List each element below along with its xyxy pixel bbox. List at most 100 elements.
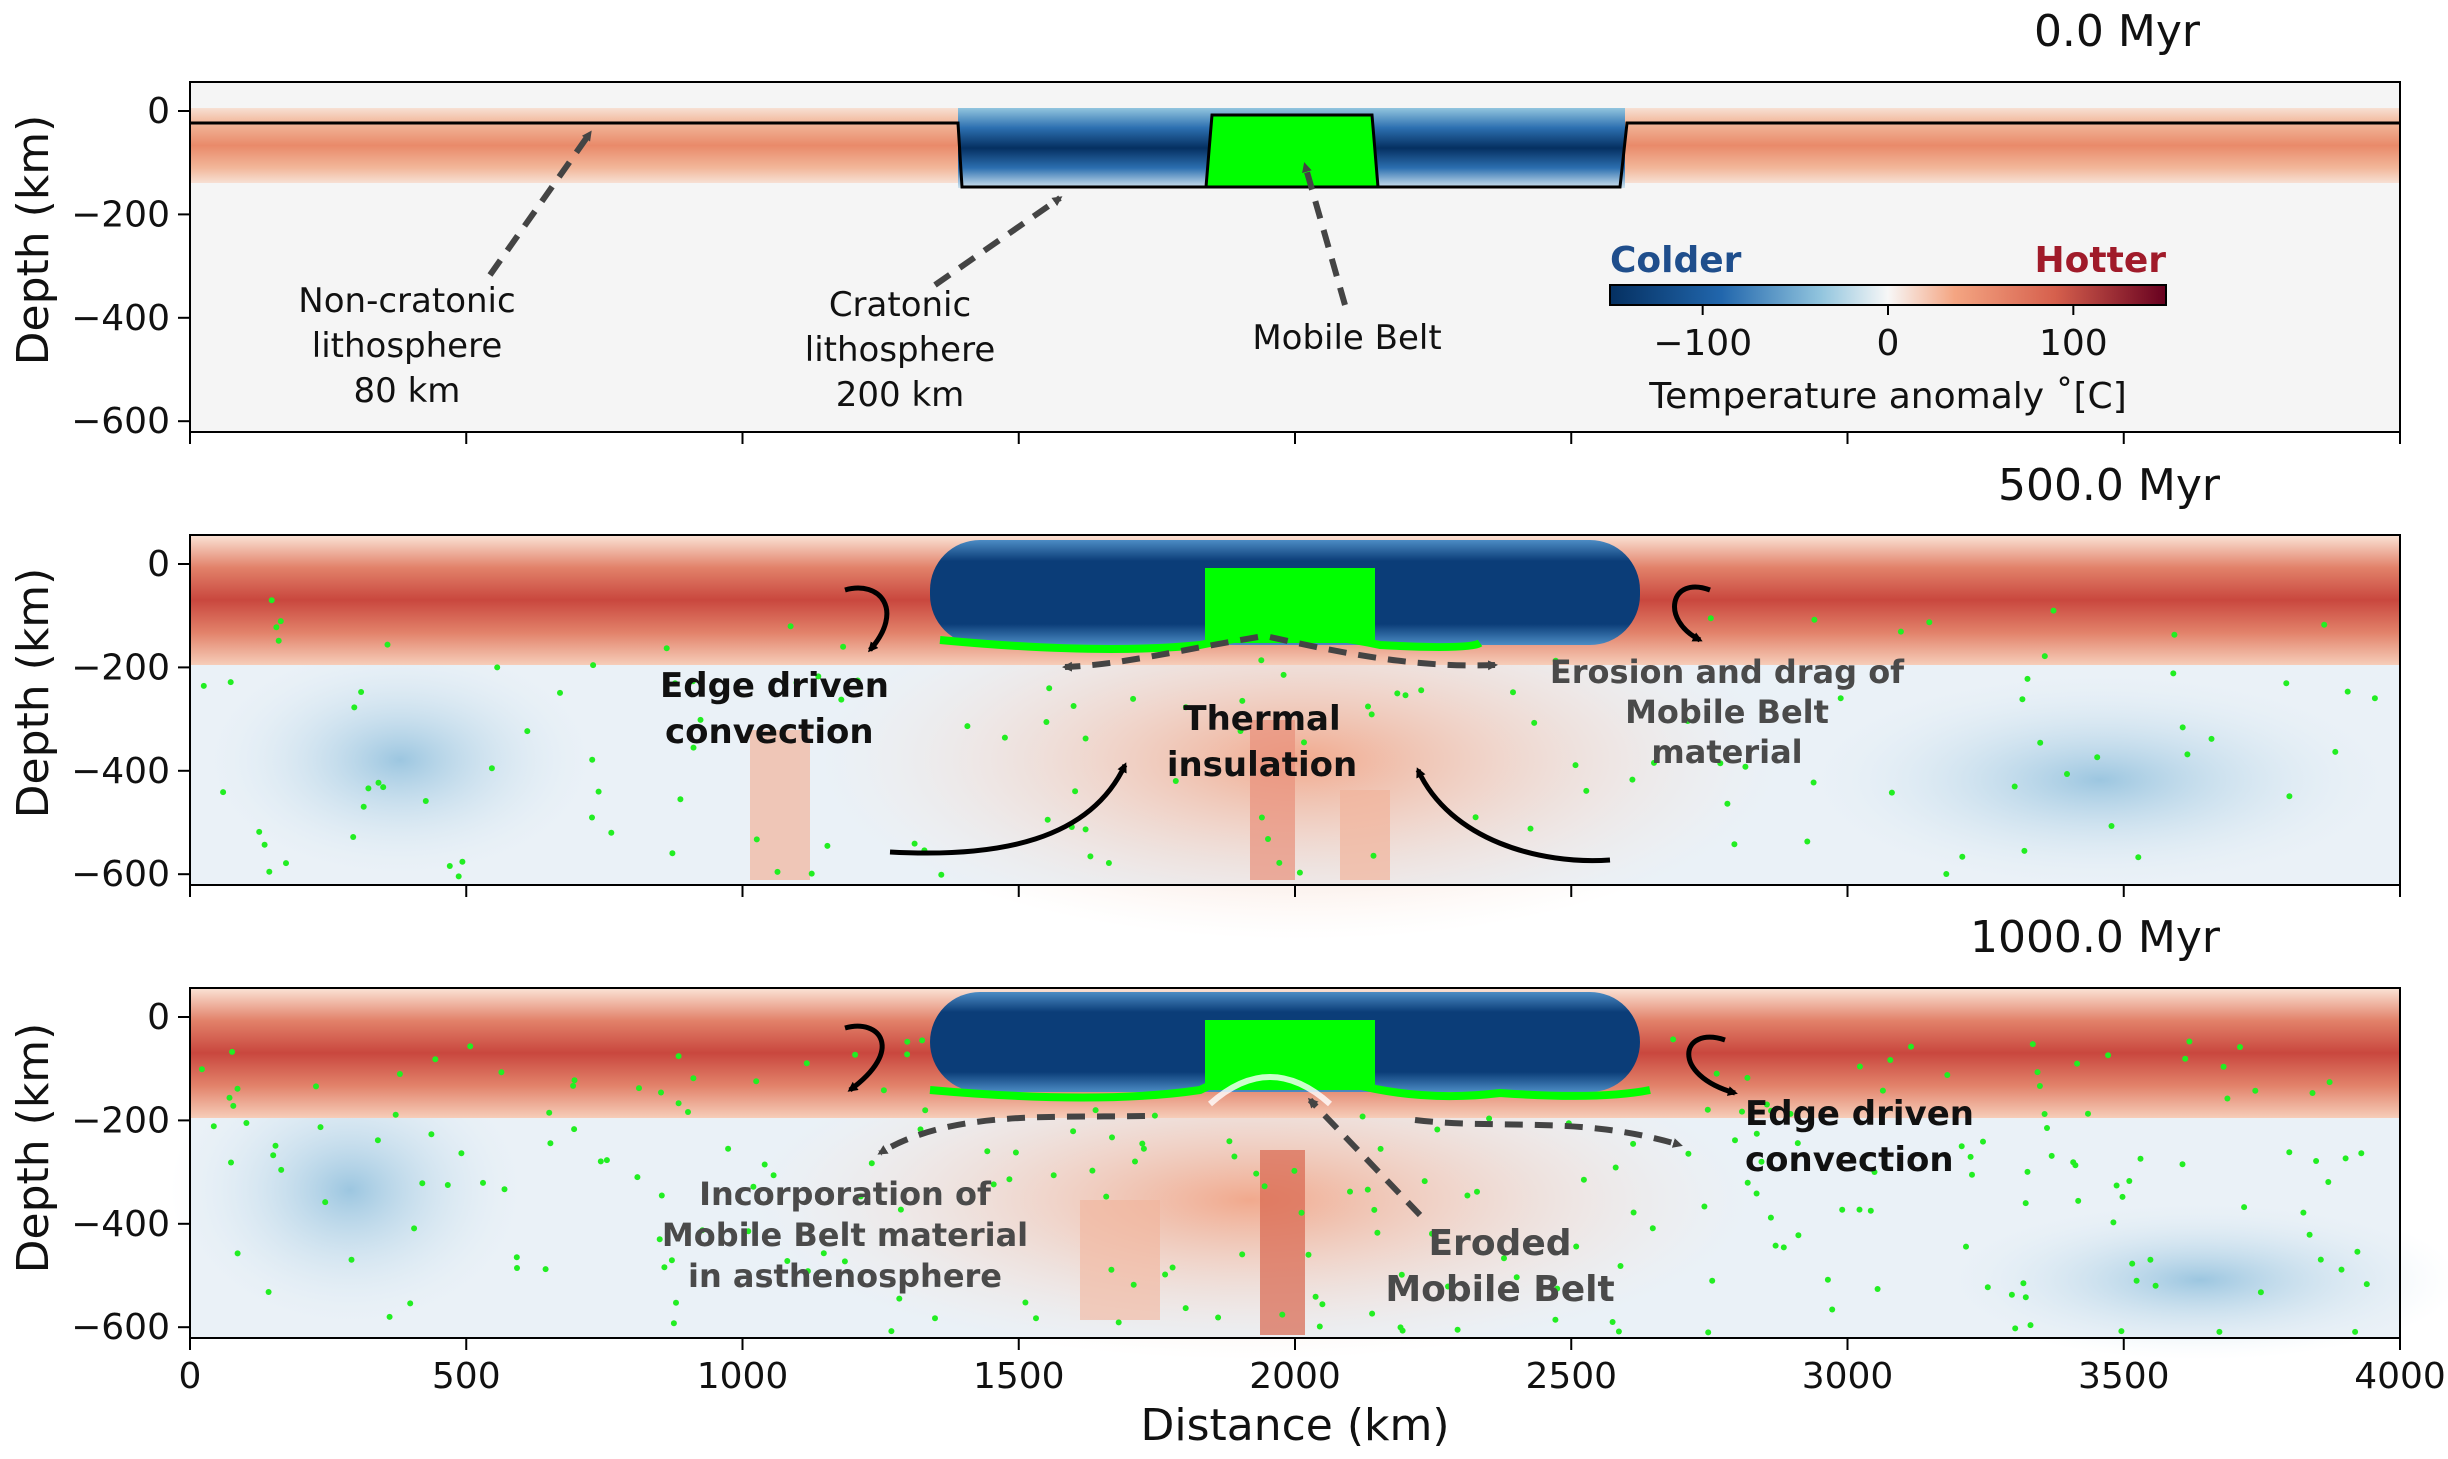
particle bbox=[2027, 1322, 2034, 1329]
particle bbox=[1265, 836, 1271, 842]
cool-region bbox=[1940, 1200, 2448, 1360]
particle bbox=[1926, 619, 1933, 626]
particle bbox=[351, 704, 358, 711]
particle bbox=[1552, 657, 1559, 664]
particle bbox=[753, 836, 760, 843]
particle bbox=[2184, 751, 2191, 758]
convection-arrow-right bbox=[1686, 1034, 1738, 1096]
particle bbox=[2064, 771, 2070, 777]
particle bbox=[984, 1148, 991, 1155]
particle bbox=[2135, 854, 2142, 861]
particle bbox=[2338, 1266, 2345, 1273]
particle bbox=[815, 673, 822, 680]
particle bbox=[1445, 1283, 1451, 1290]
particle bbox=[1580, 1176, 1587, 1183]
x-tick-label: 1000 bbox=[697, 1356, 789, 1397]
particle bbox=[2037, 739, 2044, 746]
particle bbox=[1839, 1206, 1846, 1213]
particle bbox=[1371, 1206, 1378, 1213]
particle bbox=[277, 618, 284, 625]
particle bbox=[1258, 814, 1265, 821]
particle bbox=[854, 677, 861, 684]
particle bbox=[2036, 1083, 2043, 1089]
arrow-cratonic bbox=[933, 195, 1063, 288]
mobile-belt-particles bbox=[198, 1036, 2370, 1336]
particle bbox=[1795, 1232, 1802, 1239]
particle bbox=[1089, 1167, 1096, 1174]
particle bbox=[1298, 1209, 1305, 1216]
particle bbox=[750, 1183, 757, 1190]
panel-1000-myr: Incorporation of Mobile Belt material in… bbox=[170, 987, 2448, 1360]
colorbar-tick-label: 0 bbox=[1877, 323, 1900, 364]
particle bbox=[787, 623, 794, 630]
particle bbox=[392, 1111, 399, 1118]
particle bbox=[852, 1051, 859, 1058]
particle bbox=[1103, 1193, 1110, 1200]
particle bbox=[670, 1320, 677, 1327]
particle bbox=[1082, 735, 1089, 742]
particle bbox=[2105, 1052, 2112, 1059]
particle bbox=[675, 1053, 682, 1060]
particle bbox=[266, 868, 273, 875]
particle bbox=[459, 858, 466, 865]
annotation-erosion-line-1: Erosion and drag of bbox=[1550, 653, 1905, 691]
y-axis-label-0: Depth (km) bbox=[8, 115, 59, 366]
warm-region bbox=[820, 580, 1780, 940]
particle bbox=[1092, 1107, 1099, 1114]
mobile-belt bbox=[1204, 113, 1380, 189]
particle bbox=[1527, 825, 1534, 832]
mobile-belt bbox=[1205, 568, 1375, 643]
particle bbox=[1704, 1106, 1711, 1113]
drag-arrow-right bbox=[1269, 634, 1498, 671]
particle bbox=[1001, 734, 1008, 741]
particle bbox=[1612, 1164, 1619, 1171]
x-tick-label: 1500 bbox=[973, 1356, 1065, 1397]
convection-arrow-left bbox=[844, 1023, 885, 1093]
particle bbox=[675, 1100, 682, 1107]
particle bbox=[2321, 621, 2328, 628]
particle bbox=[1717, 760, 1724, 767]
colorbar-label: Temperature anomaly ˚[C] bbox=[1648, 376, 2127, 417]
particle bbox=[1609, 1319, 1616, 1325]
particle bbox=[1162, 1271, 1169, 1278]
particle bbox=[1115, 1319, 1122, 1326]
particle bbox=[2186, 1038, 2193, 1045]
particle bbox=[396, 1071, 403, 1077]
particle bbox=[590, 662, 597, 669]
particle bbox=[467, 1043, 474, 1050]
particle bbox=[2354, 1248, 2361, 1255]
particle bbox=[1172, 778, 1179, 784]
particle bbox=[919, 1037, 926, 1044]
particle bbox=[1744, 1074, 1751, 1081]
particle bbox=[1418, 687, 1425, 694]
particle bbox=[1140, 1145, 1147, 1152]
particle bbox=[1258, 657, 1265, 664]
particle bbox=[1980, 1138, 1986, 1145]
particle bbox=[1944, 1072, 1951, 1078]
particle bbox=[480, 1179, 486, 1186]
annotation-eroded-line-2: Mobile Belt bbox=[1385, 1269, 1614, 1310]
particle bbox=[1369, 1310, 1376, 1317]
particle bbox=[1615, 1328, 1622, 1335]
x-axis-label: Distance (km) bbox=[1140, 1400, 1449, 1451]
particle bbox=[2286, 793, 2293, 800]
particle bbox=[2182, 1055, 2189, 1062]
particle bbox=[1856, 1206, 1863, 1213]
particle bbox=[1573, 1243, 1580, 1250]
particle bbox=[1630, 1140, 1637, 1147]
particle bbox=[824, 842, 831, 849]
particle bbox=[1829, 1306, 1836, 1313]
particle bbox=[1744, 1179, 1751, 1186]
non-cratonic-lithosphere-right bbox=[1625, 108, 2400, 183]
particle bbox=[636, 1085, 642, 1092]
annotation-erosion-line-3: material bbox=[1651, 733, 1802, 771]
particle bbox=[1261, 1183, 1268, 1190]
annotation-erosion-line-2: Mobile Belt bbox=[1625, 693, 1829, 731]
particle bbox=[1804, 838, 1811, 845]
particle bbox=[2300, 1209, 2307, 1216]
particle bbox=[1231, 1153, 1238, 1160]
particle bbox=[1291, 1167, 1298, 1174]
particle bbox=[1856, 1063, 1863, 1070]
annotation-thermal-insulation-line-1: Thermal bbox=[1183, 699, 1340, 739]
particle bbox=[360, 803, 367, 810]
